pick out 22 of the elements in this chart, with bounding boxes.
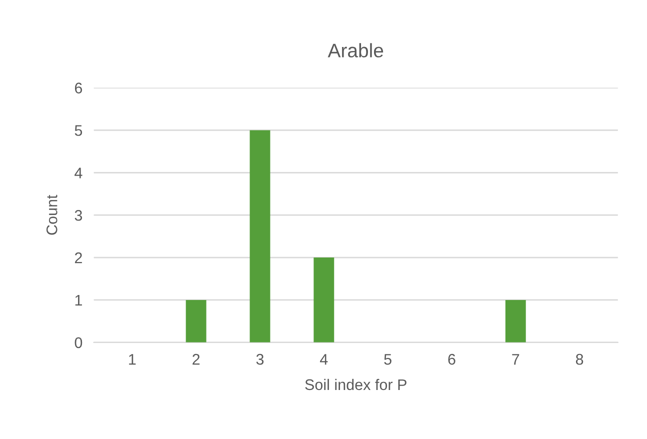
y-tick-label: 2 (74, 252, 82, 264)
bar (314, 258, 334, 342)
bar (250, 130, 270, 342)
x-tick-label: 6 (448, 354, 456, 365)
x-tick-label: 5 (384, 354, 392, 365)
bar (505, 300, 526, 342)
x-tick-label: 1 (129, 354, 136, 365)
y-axis-title: Count (46, 194, 58, 235)
x-tick-label: 3 (256, 354, 264, 365)
x-tick-label: 7 (512, 354, 520, 365)
x-tick-label: 4 (320, 354, 328, 365)
y-tick-label: 0 (74, 337, 82, 348)
chart-title: Arable (328, 43, 384, 58)
x-tick-label: 8 (576, 354, 584, 365)
x-axis-title: Soil index for P (305, 378, 406, 390)
y-tick-label: 3 (74, 210, 82, 221)
y-tick-label: 5 (74, 125, 82, 136)
bar (186, 300, 206, 342)
y-tick-label: 1 (75, 295, 82, 306)
x-tick-label: 2 (192, 354, 200, 365)
y-tick-label: 4 (74, 168, 82, 178)
y-tick-label: 6 (74, 82, 82, 94)
